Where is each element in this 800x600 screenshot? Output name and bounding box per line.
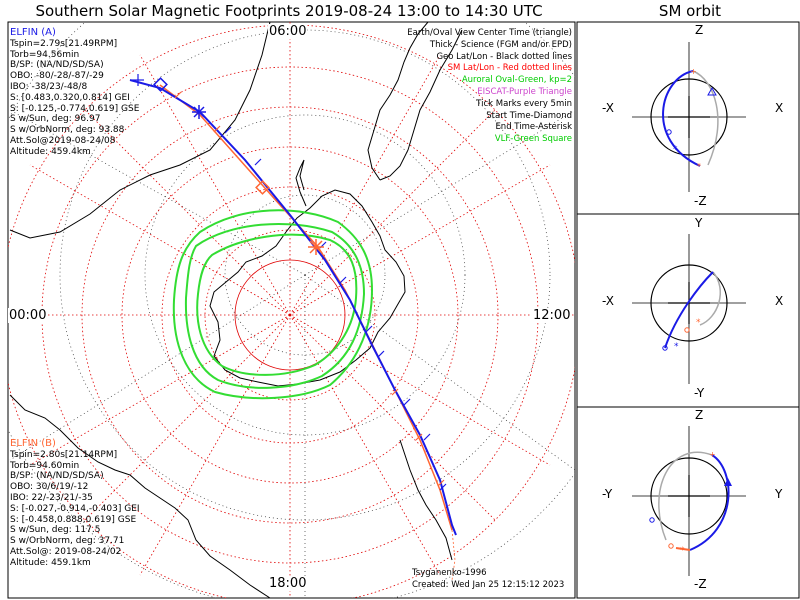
legend-item: Auroral Oval-Green, kp=2 xyxy=(461,75,572,86)
legend-item: Start Time-Diamond xyxy=(486,110,572,121)
orbit-2-left-label: -X xyxy=(602,294,614,308)
orbit-1-top-label: Z xyxy=(695,23,704,37)
elfin-b-line: S: [-0.458,0.888,0.619] GSE xyxy=(10,514,137,525)
elfin-a-line: S w/Sun, deg: 96.97 xyxy=(10,114,101,125)
orbit-3-bottom-label: -Z xyxy=(694,577,707,591)
elfin-a-line: Torb=94.56min xyxy=(10,49,80,60)
legend: Earth/Oval View Center Time (triangle) T… xyxy=(407,28,572,146)
plot-title: Southern Solar Magnetic Footprints 2019-… xyxy=(35,2,543,20)
auroral-oval-outer xyxy=(172,209,374,400)
sm-inner-circle xyxy=(234,259,346,371)
elfin-a-start-diamond xyxy=(153,77,168,92)
legend-item: Geo Lat/Lon - Black dotted lines xyxy=(436,51,572,62)
svg-text:*: * xyxy=(674,342,679,352)
orbit-panel-frame-2 xyxy=(576,213,800,408)
model-label: Tsyganenko-1996 xyxy=(412,568,487,578)
svg-text:*: * xyxy=(673,145,678,155)
new-zealand-coastline xyxy=(399,439,453,561)
mlt-label-left: 00:00 xyxy=(8,308,48,323)
orbit-panel-xz: + * * xyxy=(632,42,746,192)
elfin-a-line: Tspin=2.79s[21.49RPM] xyxy=(10,38,118,49)
elfin-b-line: B/SP: (NA/ND/SD/SA) xyxy=(10,471,104,482)
created-label: Created: Wed Jan 25 12:15:12 2023 xyxy=(412,580,565,590)
orbit-panel-xy: * * xyxy=(632,234,746,384)
svg-text:+: + xyxy=(709,450,716,459)
elfin-a-line: OBO: -80/-28/-87/-29 xyxy=(10,71,104,82)
south-america-coastline xyxy=(367,22,463,181)
mlt-label-right: 12:00 xyxy=(532,308,572,323)
elfin-a-asterisk xyxy=(192,105,206,119)
orbit-1-right-label: X xyxy=(775,101,784,115)
elfin-a-track-start-asterisk xyxy=(132,74,144,86)
svg-text:+: + xyxy=(690,67,697,76)
elfin-a-line: B/SP: (NA/ND/SD/SA) xyxy=(10,60,104,71)
elfin-b-track xyxy=(159,84,453,531)
legend-item: Earth/Oval View Center Time (triangle) xyxy=(407,28,572,38)
orbit-panel-yz: * + xyxy=(632,426,746,576)
elfin-a-line: Altitude: 459.4km xyxy=(10,146,91,157)
elfin-b-line: Att.Sol@: 2019-08-24/02 xyxy=(10,546,122,557)
australia-coastline xyxy=(9,394,271,598)
orbit-2-bottom-label: -Y xyxy=(694,386,705,400)
elfin-b-line: S w/OrbNorm, deg: 37.71 xyxy=(10,536,125,547)
orbit-3-top-label: Z xyxy=(695,408,704,422)
antarctica-coastline xyxy=(209,189,406,387)
legend-item: VLF-Green Square xyxy=(494,134,572,145)
elfin-b-line: Tspin=2.80s[21.14RPM] xyxy=(10,449,118,460)
orbit-2-top-label: Y xyxy=(695,216,703,230)
antarctic-peninsula xyxy=(295,159,307,207)
elfin-b-line: S: [-0.027,-0.914,-0.403] GEI xyxy=(10,503,140,514)
legend-item: Tick Marks every 5min xyxy=(476,98,572,109)
elfin-b-asterisk xyxy=(308,239,324,255)
sm-grid xyxy=(8,22,575,598)
svg-text:*: * xyxy=(680,546,685,556)
elfin-b-info: ELFIN (B) Tspin=2.80s[21.14RPM] Torb=94.… xyxy=(10,438,140,569)
elfin-a-line: S: [-0.125,-0.774,0.619] GSE xyxy=(10,103,140,114)
elfin-a-ticks xyxy=(224,126,447,491)
elfin-b-name: ELFIN (B) xyxy=(10,438,56,449)
legend-item: EISCAT-Purple Triangle xyxy=(477,86,572,97)
elfin-b-line: Torb=94.60min xyxy=(10,460,80,471)
orbit-1-bottom-label: -Z xyxy=(694,194,707,208)
orbit-2-right-label: X xyxy=(775,294,784,308)
orbit-panel-frame-3 xyxy=(576,406,800,599)
orbit-1-left-label: -X xyxy=(602,101,614,115)
auroral-oval-middle xyxy=(184,222,366,389)
orbit-title: SM orbit xyxy=(658,2,722,20)
elfin-b-line: IBO: 22/-23/21/-35 xyxy=(10,492,93,503)
elfin-a-line: IBO: -38/23/-48/8 xyxy=(10,81,88,92)
elfin-b-line: Altitude: 459.1km xyxy=(10,557,91,568)
elfin-a-line: Att.Sol@2019-08-24/08 xyxy=(10,135,116,146)
legend-item: End Time-Asterisk xyxy=(495,122,572,133)
elfin-a-track xyxy=(129,79,457,536)
mlt-label-top: 06:00 xyxy=(268,24,308,39)
elfin-a-name: ELFIN (A) xyxy=(10,27,56,38)
svg-text:*: * xyxy=(696,318,701,328)
elfin-b-start-diamond xyxy=(255,180,270,195)
elfin-b-line: S w/Sun, deg: 117.5 xyxy=(10,525,101,536)
mlt-label-bottom: 18:00 xyxy=(268,576,308,591)
africa-coastline xyxy=(9,22,271,239)
orbit-3-right-label: Y xyxy=(775,487,783,501)
orbit-panel-frame-1 xyxy=(576,21,800,215)
svg-text:*: * xyxy=(697,162,701,171)
elfin-a-line: S w/OrbNorm, deg: 93.88 xyxy=(10,125,125,136)
orbit-3-left-label: -Y xyxy=(602,487,613,501)
auroral-oval-inner xyxy=(196,233,358,376)
elfin-a-line: S: [0.483,0.320,0.814] GEI xyxy=(10,92,130,103)
elfin-a-info: ELFIN (A) Tspin=2.79s[21.49RPM] Torb=94.… xyxy=(10,27,140,158)
elfin-b-ticks xyxy=(174,91,445,487)
elfin-b-line: OBO: 30/6/19/-12 xyxy=(10,482,89,493)
legend-item: SM Lat/Lon - Red dotted lines xyxy=(447,63,572,74)
legend-item: Thick - Science (FGM and/or EPD) xyxy=(429,39,572,50)
